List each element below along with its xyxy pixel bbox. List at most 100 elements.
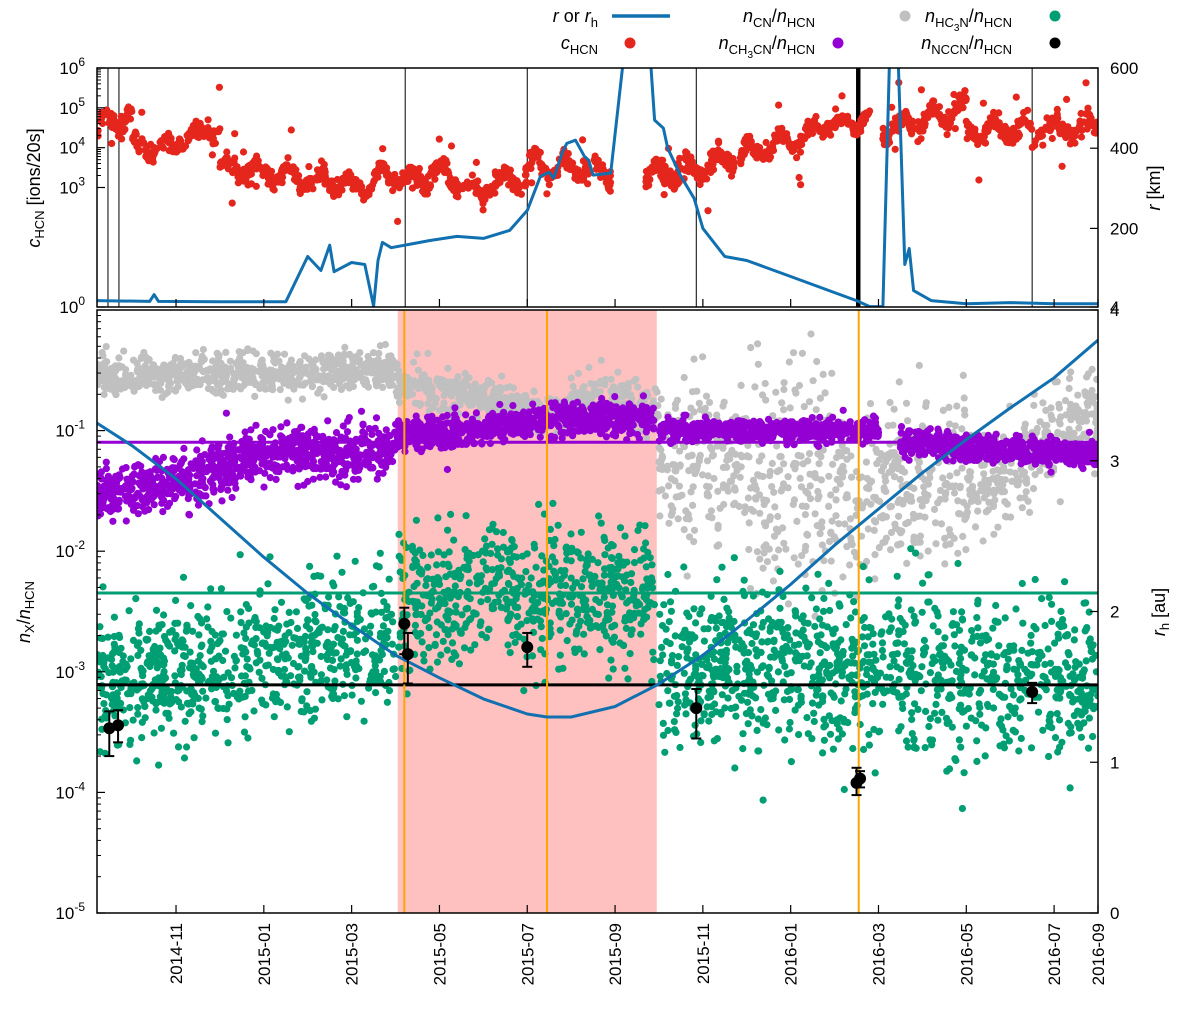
series-cn-hcn-point [1065, 384, 1073, 392]
series-cn-hcn-point [794, 560, 802, 568]
series-cn-hcn-point [719, 463, 728, 471]
series-cn-hcn-point [142, 378, 150, 386]
series-cn-hcn-point [967, 490, 975, 498]
c-hcn-point [450, 180, 459, 188]
series-cn-hcn-point [794, 451, 802, 459]
c-hcn-point [306, 177, 314, 185]
series-cn-hcn-point [222, 348, 230, 356]
c-hcn-point [1047, 125, 1055, 133]
series-cn-hcn-point [309, 366, 317, 374]
c-hcn-point [323, 178, 331, 186]
series-nccn-hcn-point [496, 400, 504, 409]
series-cn-hcn-point [768, 459, 776, 468]
c-hcn-point [483, 188, 491, 196]
series-nccn-hcn-point [260, 483, 268, 491]
series-cn-hcn-point [816, 394, 825, 402]
c-hcn-point [926, 102, 934, 110]
series-nccn-hcn-point [113, 488, 121, 496]
series-cn-hcn-point [651, 385, 659, 393]
c-hcn-point [500, 163, 508, 171]
series-cn-hcn-point [1013, 481, 1021, 489]
c-hcn-point [565, 159, 573, 167]
series-cn-hcn-point [251, 392, 259, 400]
c-hcn-point [726, 158, 734, 166]
series-nccn-hcn-point [107, 486, 115, 494]
c-hcn-point [1068, 134, 1077, 143]
series-cn-hcn-point [361, 381, 369, 389]
series-cn-hcn-point [271, 359, 279, 367]
series-cn-hcn-point [286, 360, 294, 368]
series-cn-hcn-point [680, 526, 688, 534]
series-cn-hcn-point [585, 363, 593, 372]
series-cn-hcn-point [513, 392, 521, 400]
series-nccn-hcn-point [386, 432, 394, 440]
c-hcn-point [579, 136, 587, 144]
series-cn-hcn-point [182, 369, 191, 377]
series-cn-hcn-point [102, 379, 110, 387]
series-cn-hcn-point [915, 361, 923, 370]
series-cn-hcn-point [771, 554, 779, 562]
series-cn-hcn-point [790, 496, 799, 504]
series-cn-hcn-point [161, 365, 169, 373]
series-nccn-hcn-point [278, 433, 286, 441]
c-hcn-point [961, 87, 969, 95]
series-cn-hcn-point [661, 492, 670, 500]
c-hcn-point [446, 174, 454, 182]
series-cn-hcn-point [801, 510, 810, 519]
series-nccn-hcn-point [208, 460, 217, 469]
series-nccn-hcn-point [163, 490, 171, 498]
series-cn-hcn-point [1056, 498, 1064, 506]
series-nccn-hcn-point [194, 465, 202, 473]
legend-label: r or rh [553, 6, 598, 30]
series-cn-hcn-point [102, 343, 110, 351]
series-nccn-hcn-point [131, 463, 139, 471]
legend-swatch [899, 10, 911, 22]
series-nccn-hcn-point [366, 442, 374, 451]
series-cn-hcn-point [318, 355, 326, 363]
series-cn-hcn-point [424, 349, 432, 357]
series-cn-hcn-point [887, 502, 896, 510]
c-hcn-point [212, 127, 220, 135]
series-nccn-hcn-point [157, 480, 165, 488]
c-hcn-point [321, 168, 329, 176]
series-cn-hcn-point [1067, 368, 1075, 376]
c-hcn-point [431, 175, 439, 183]
series-cn-hcn-point [1001, 467, 1009, 475]
c-hcn-point [119, 128, 127, 136]
series-cn-hcn-point [307, 377, 315, 385]
c-hcn-point [129, 133, 137, 141]
series-cn-hcn-point [780, 385, 788, 394]
c-hcn-point [389, 180, 397, 188]
series-cn-hcn-point [134, 368, 142, 376]
c-hcn-point [888, 103, 896, 111]
c-hcn-point [584, 180, 592, 188]
series-cn-hcn-point [890, 405, 898, 413]
series-nccn-hcn-point [228, 460, 236, 468]
c-hcn-point [784, 136, 792, 144]
series-cn-hcn-point [242, 376, 250, 384]
series-nccn-hcn-point [239, 461, 247, 469]
series-cn-hcn-point [395, 366, 403, 375]
series-cn-hcn-point [597, 356, 605, 364]
c-hcn-point [1014, 129, 1022, 137]
series-cn-hcn-point [1071, 408, 1079, 417]
series-nccn-hcn-point [210, 488, 218, 496]
c-hcn-point [242, 176, 250, 184]
series-cn-hcn-point [689, 501, 697, 509]
c-hcn-point [582, 161, 590, 169]
series-cn-hcn-point [951, 422, 959, 430]
series-cn-hcn-point [335, 355, 343, 363]
series-cn-hcn-point [669, 461, 677, 469]
c-hcn-point [723, 150, 731, 158]
c-hcn-point [435, 135, 443, 143]
c-hcn-point [408, 164, 416, 172]
series-cn-hcn-point [836, 468, 844, 476]
series-cn-hcn-point [786, 404, 794, 412]
series-cn-hcn-point [115, 354, 123, 362]
c-hcn-point [379, 145, 387, 153]
series-cn-hcn-point [1020, 468, 1029, 476]
series-cn-hcn-point [806, 495, 815, 503]
series-cn-hcn-point [204, 385, 212, 393]
